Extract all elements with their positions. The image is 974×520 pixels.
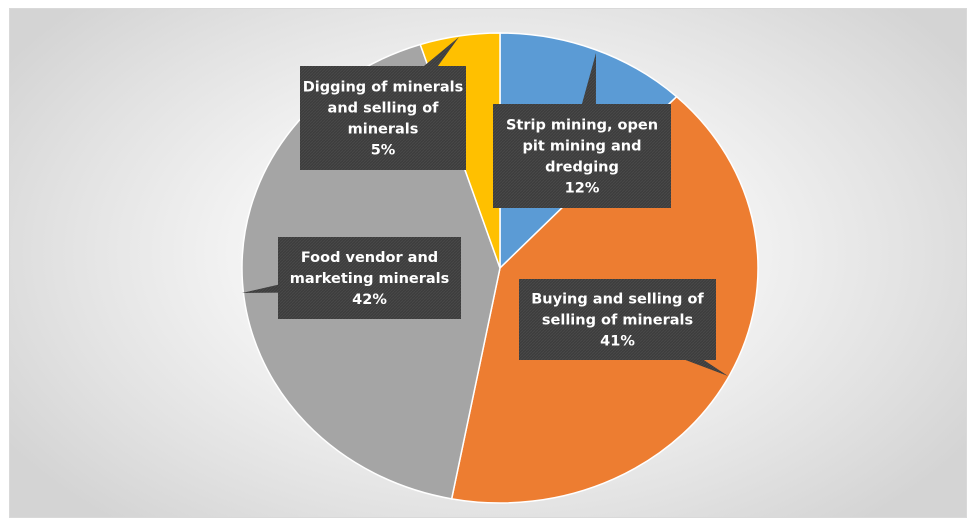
chart-area: Strip mining, open pit mining and dredging… [9, 8, 967, 518]
data-label-category-line: dredging [545, 160, 619, 176]
data-label-buying-selling: Buying and selling of selling of minerals… [519, 279, 728, 376]
callout-box [519, 279, 716, 360]
data-label-category-line: Strip mining, open [506, 118, 658, 134]
data-label-category-line: minerals [348, 122, 419, 138]
data-label-category-line: Buying and selling of [531, 292, 704, 308]
data-label-category-line: Digging of minerals [303, 80, 464, 96]
data-label-digging: Digging of minerals and selling of mineral… [300, 37, 466, 170]
data-label-food-vendor: Food vendor and marketing minerals 42% [242, 237, 461, 319]
data-label-percent: 41% [600, 334, 635, 350]
data-label-category-line: pit mining and [523, 139, 642, 155]
data-label-category-line: and selling of [328, 101, 440, 117]
data-label-category-line: Food vendor and [301, 250, 438, 266]
data-label-category-line: selling of minerals [542, 313, 693, 329]
data-label-callouts: Strip mining, open pit mining and dredging… [242, 37, 728, 376]
callout-box [493, 104, 671, 208]
data-label-category-line: marketing minerals [290, 271, 450, 287]
data-label-strip-mining: Strip mining, open pit mining and dredging… [493, 53, 671, 208]
pie-chart: Strip mining, open pit mining and dredging… [241, 32, 759, 504]
data-label-percent: 12% [565, 181, 600, 197]
callout-box [278, 237, 461, 319]
data-label-percent: 42% [352, 292, 387, 308]
data-label-percent: 5% [371, 143, 396, 159]
callout-box [300, 66, 466, 170]
